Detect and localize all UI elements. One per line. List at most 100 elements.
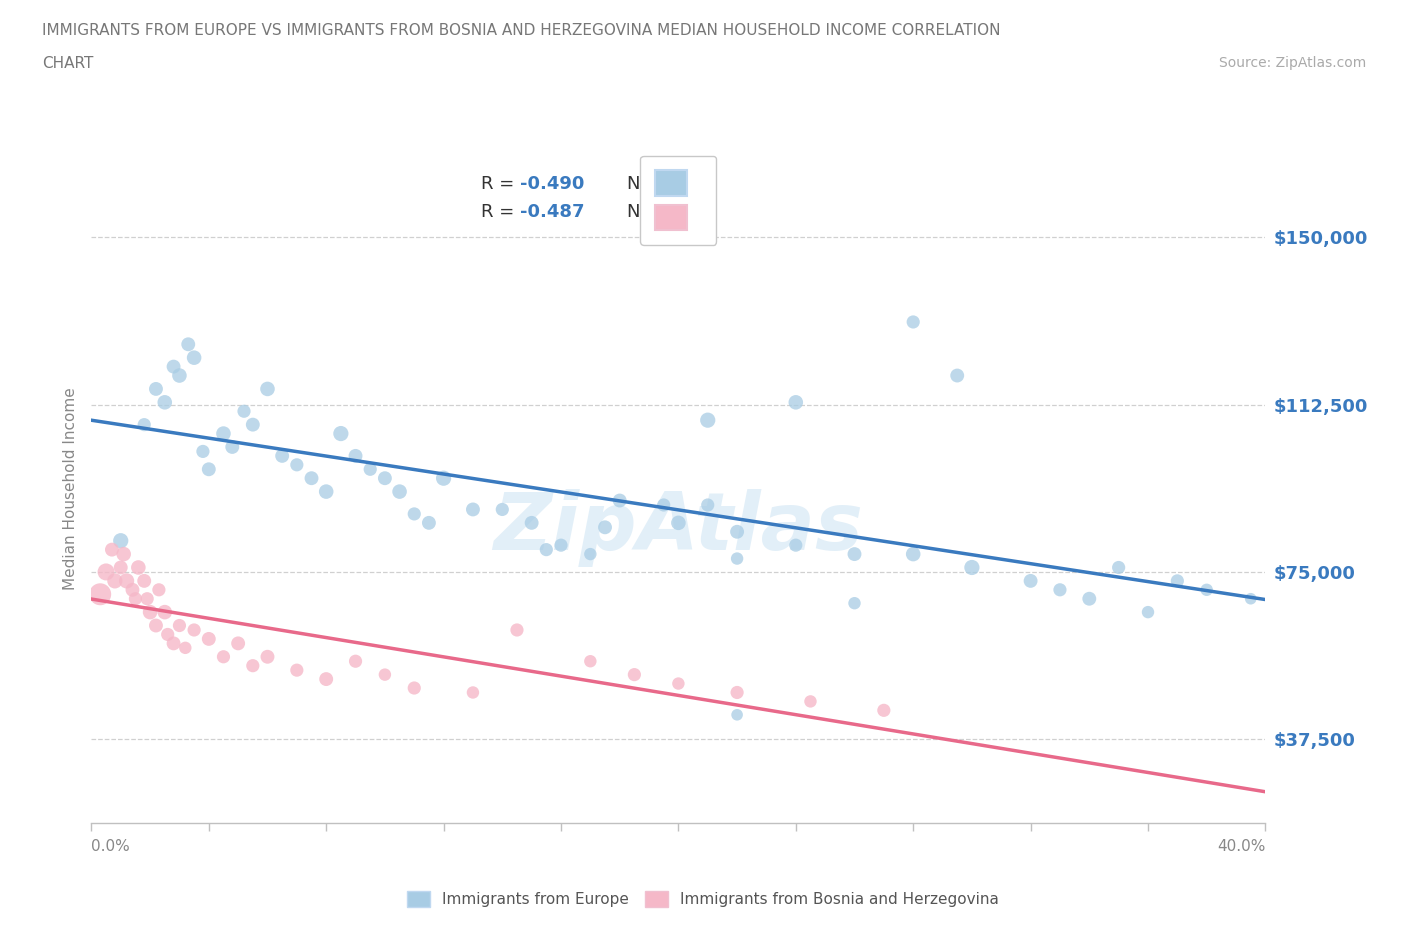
Point (285, 663, 308, 678)
Point (174, 641, 197, 656)
Point (315, 671, 337, 686)
Point (134, 574, 156, 589)
Point (183, 622, 205, 637)
Point (725, 551, 748, 566)
Point (1136, 604, 1159, 619)
Point (506, 622, 529, 637)
Point (256, 381, 278, 396)
Point (873, 703, 896, 718)
Text: -0.487: -0.487 (520, 204, 585, 221)
Point (212, 426, 235, 441)
Point (242, 418, 264, 432)
Text: -0.490: -0.490 (520, 175, 585, 193)
Point (177, 337, 200, 352)
Point (1108, 560, 1130, 575)
Point (1049, 582, 1071, 597)
Point (148, 582, 170, 597)
Point (104, 574, 127, 589)
Point (315, 485, 337, 499)
Point (145, 381, 167, 396)
Point (136, 591, 159, 606)
Point (946, 368, 969, 383)
Point (221, 440, 243, 455)
Point (536, 542, 558, 557)
Text: 39: 39 (666, 204, 692, 221)
Point (134, 418, 156, 432)
Point (1166, 574, 1188, 589)
Point (374, 667, 396, 682)
Text: Source: ZipAtlas.com: Source: ZipAtlas.com (1219, 56, 1367, 70)
Point (461, 502, 484, 517)
Point (110, 560, 132, 575)
Point (579, 654, 602, 669)
Point (162, 636, 184, 651)
Point (609, 493, 631, 508)
Point (162, 359, 184, 374)
Point (169, 618, 191, 633)
Point (344, 448, 367, 463)
Legend: Immigrants from Europe, Immigrants from Bosnia and Herzegovina: Immigrants from Europe, Immigrants from … (401, 884, 1005, 913)
Point (404, 681, 426, 696)
Point (1240, 591, 1263, 606)
Point (418, 515, 440, 530)
Point (799, 694, 821, 709)
Text: R =: R = (481, 204, 520, 221)
Point (285, 458, 308, 472)
Point (153, 604, 176, 619)
Point (156, 627, 179, 642)
Text: R =: R = (481, 175, 520, 193)
Point (388, 485, 411, 499)
Point (404, 507, 426, 522)
Text: N =: N = (627, 204, 666, 221)
Point (112, 547, 135, 562)
Point (301, 471, 323, 485)
Point (550, 538, 572, 552)
Point (183, 351, 205, 365)
Text: ZipAtlas: ZipAtlas (494, 489, 863, 567)
Point (844, 596, 866, 611)
Point (666, 676, 689, 691)
Point (256, 649, 278, 664)
Point (233, 404, 256, 418)
Point (212, 649, 235, 664)
Point (666, 515, 689, 530)
Point (110, 533, 132, 548)
Point (374, 471, 396, 485)
Point (169, 368, 191, 383)
Point (1019, 574, 1042, 589)
Point (844, 547, 866, 562)
Point (127, 560, 149, 575)
Point (115, 574, 138, 589)
Point (329, 426, 352, 441)
Point (579, 547, 602, 562)
Point (1195, 582, 1218, 597)
Point (903, 314, 925, 329)
Text: N =: N = (627, 175, 666, 193)
Point (785, 538, 807, 552)
Point (89, 587, 111, 602)
Text: 58: 58 (666, 175, 692, 193)
Point (520, 515, 543, 530)
Legend: , : , (641, 156, 716, 245)
Text: CHART: CHART (42, 56, 94, 71)
Point (623, 667, 645, 682)
Point (101, 542, 124, 557)
Point (725, 525, 748, 539)
Point (1078, 591, 1101, 606)
Point (242, 658, 264, 673)
Point (725, 685, 748, 700)
Point (491, 502, 513, 517)
Text: 40.0%: 40.0% (1218, 839, 1265, 854)
Point (960, 560, 983, 575)
Point (124, 591, 146, 606)
Point (432, 471, 454, 485)
Point (652, 498, 675, 512)
Point (344, 654, 367, 669)
Point (696, 498, 718, 512)
Point (197, 462, 219, 477)
Point (725, 708, 748, 723)
Point (696, 413, 718, 428)
Point (94, 565, 117, 579)
Point (121, 582, 143, 597)
Y-axis label: Median Household Income: Median Household Income (62, 387, 77, 590)
